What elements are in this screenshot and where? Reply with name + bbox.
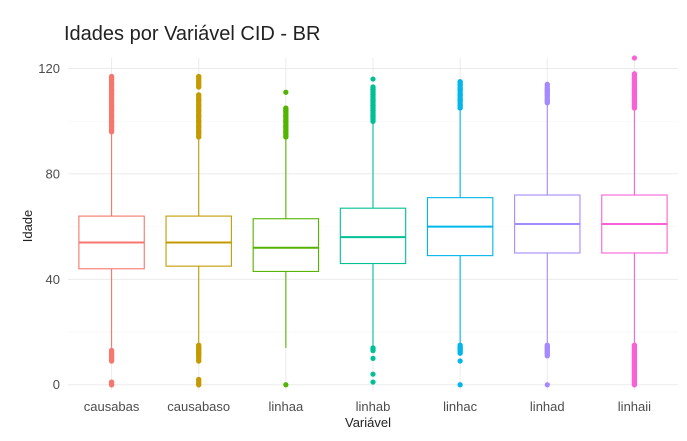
x-tick-label: linhaii [618, 399, 651, 414]
outlier-point [370, 76, 376, 82]
x-tick-label: linhaa [269, 399, 304, 414]
box-iqr [252, 218, 320, 272]
y-axis-ticks: 0 40 80 120 [38, 61, 60, 392]
x-tick-label: causabaso [167, 399, 230, 414]
outlier-point [370, 379, 376, 385]
box-iqr [165, 215, 232, 267]
y-tick-label: 120 [38, 61, 60, 76]
box-iqr [339, 207, 407, 265]
x-tick-label: causabas [84, 399, 140, 414]
y-tick-label: 0 [53, 377, 60, 392]
outlier-point [457, 382, 463, 388]
outliers [108, 73, 115, 388]
x-tick-label: linhad [530, 399, 565, 414]
outlier-point [370, 371, 376, 377]
outlier-point [283, 382, 289, 388]
y-tick-label: 80 [46, 166, 60, 181]
outlier-point [283, 89, 289, 95]
x-tick-label: linhac [443, 399, 477, 414]
boxes [78, 55, 668, 388]
chart-title: Idades por Variável CID - BR [64, 23, 320, 45]
box-linhad [514, 81, 581, 388]
outliers [283, 89, 289, 388]
y-tick-label: 40 [46, 272, 60, 287]
y-axis-label: Idade [20, 210, 35, 243]
box-causabaso [165, 73, 232, 388]
outliers [196, 73, 202, 388]
box-linhab [339, 76, 407, 385]
box-linhaii [601, 55, 668, 388]
outlier-point [544, 382, 550, 388]
x-axis-label: Variável [345, 415, 391, 430]
outlier-point [370, 355, 376, 361]
outliers [631, 55, 638, 388]
x-tick-label: linhab [356, 399, 391, 414]
box-linhaa [252, 89, 320, 388]
outliers [370, 76, 376, 385]
outliers [457, 79, 463, 388]
box-causabas [78, 73, 145, 388]
outliers [544, 81, 550, 388]
box-linhac [426, 79, 494, 388]
outlier-point [457, 358, 463, 364]
x-axis-ticks: causabas causabaso linhaa linhab linhac linha… [84, 399, 651, 414]
outlier-point [631, 55, 638, 61]
